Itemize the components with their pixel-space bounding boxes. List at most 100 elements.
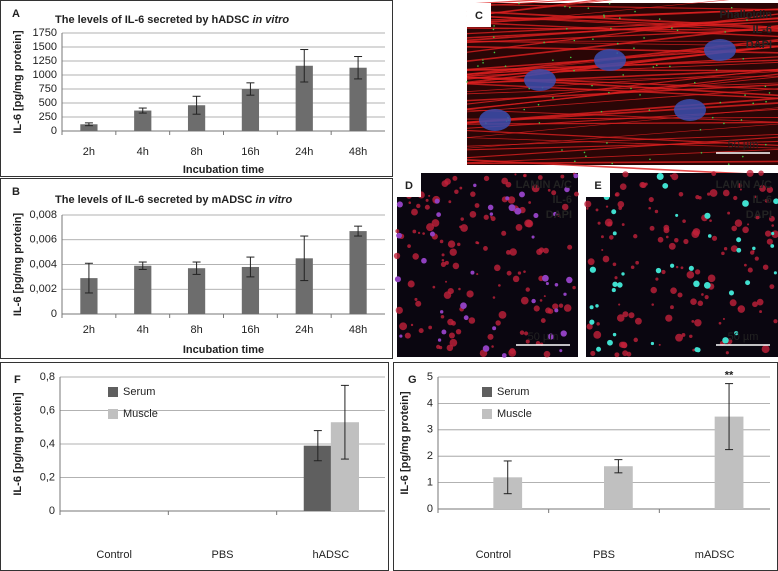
cell (515, 224, 523, 231)
speckle (730, 6, 733, 9)
legend-swatch (482, 409, 492, 419)
cell (509, 347, 516, 355)
fiber (466, 76, 778, 97)
cell (593, 330, 602, 339)
panel-label: E (594, 180, 601, 192)
speckle (564, 5, 566, 8)
label-box (467, 3, 491, 27)
cell (677, 292, 683, 298)
title-italic: in vitro (252, 14, 289, 26)
stain-label: IL-6 (752, 24, 772, 36)
cell (452, 175, 458, 181)
fiber (466, 0, 603, 17)
scale-label: 50 µm (528, 331, 559, 343)
cell (415, 300, 422, 307)
nucleus (621, 272, 625, 276)
nucleus (501, 353, 507, 358)
title-italic: in vitro (256, 194, 293, 206)
cell (768, 215, 775, 222)
cell (586, 323, 593, 330)
speckle (752, 102, 755, 105)
cell (449, 338, 458, 347)
cell (612, 262, 617, 267)
cell (734, 219, 743, 227)
cell (547, 188, 551, 192)
fiber (466, 8, 778, 22)
cell (633, 234, 638, 239)
stain-label: DAPI (546, 209, 572, 221)
cell (412, 229, 417, 234)
cell (695, 194, 700, 200)
cell (639, 181, 646, 188)
speckle (552, 59, 554, 61)
fiber (466, 160, 778, 165)
nucleus (742, 200, 749, 207)
cell (459, 225, 462, 229)
speckle (742, 155, 744, 158)
cell (412, 253, 419, 260)
stain-label: IL-6 (552, 194, 572, 206)
cell (590, 350, 596, 356)
cell (498, 284, 501, 287)
cell (439, 239, 444, 244)
cell (404, 332, 411, 339)
cell (730, 245, 738, 253)
speckle (765, 100, 767, 103)
y-tick-label: 0 (51, 125, 57, 137)
y-tick-label: 500 (39, 97, 57, 109)
nucleus (693, 280, 700, 288)
cell (721, 251, 725, 256)
y-tick-label: 0,2 (40, 471, 55, 483)
x-tick-label: hADSC (312, 549, 349, 561)
nucleus (728, 290, 735, 296)
cell (682, 219, 686, 223)
stain-label: IL-6 (752, 194, 772, 206)
nucleus (492, 326, 497, 331)
speckle (669, 65, 671, 68)
cell (707, 274, 716, 283)
cell (752, 301, 758, 308)
cell (524, 331, 529, 336)
cell (686, 271, 695, 279)
bar (295, 65, 313, 131)
legend-label: Muscle (123, 408, 158, 420)
cell (557, 213, 561, 217)
cell (457, 242, 461, 247)
y-axis-label: IL-6 [pg/mg protein] (399, 391, 411, 495)
cell (507, 196, 516, 204)
speckle (727, 163, 730, 165)
cell (750, 250, 755, 255)
speckle (719, 101, 722, 104)
nucleus (524, 69, 556, 91)
speckle (616, 42, 619, 45)
cell (416, 203, 421, 209)
nucleus (547, 333, 555, 340)
cell (537, 175, 543, 180)
fiber (466, 3, 778, 11)
cell (448, 332, 455, 339)
y-tick-label: 2 (427, 450, 433, 462)
nucleus (752, 246, 756, 251)
speckle (611, 162, 614, 165)
y-axis-label: IL-6 [pg/mg protein] (12, 30, 24, 134)
cell (739, 188, 742, 191)
speckle (652, 66, 655, 68)
speckle (643, 37, 645, 39)
cell (454, 189, 459, 194)
cell (525, 339, 530, 344)
cell (635, 260, 639, 265)
cell (616, 314, 625, 322)
speckle (587, 7, 590, 9)
cell (605, 205, 609, 208)
nucleus (770, 244, 775, 248)
cell (483, 175, 490, 182)
cell (452, 262, 460, 270)
cell (761, 345, 770, 354)
cell (498, 310, 507, 319)
legend-swatch (108, 409, 118, 419)
cell (670, 287, 677, 295)
cell (661, 269, 666, 275)
nucleus (559, 349, 563, 353)
speckle (630, 87, 632, 90)
speckle (711, 116, 714, 119)
